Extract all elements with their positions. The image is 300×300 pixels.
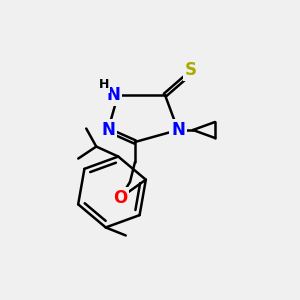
Text: S: S <box>185 61 197 79</box>
Text: O: O <box>113 189 127 207</box>
Text: H: H <box>99 79 109 92</box>
Text: N: N <box>171 121 185 139</box>
Text: N: N <box>106 86 120 104</box>
Text: N: N <box>101 121 115 139</box>
